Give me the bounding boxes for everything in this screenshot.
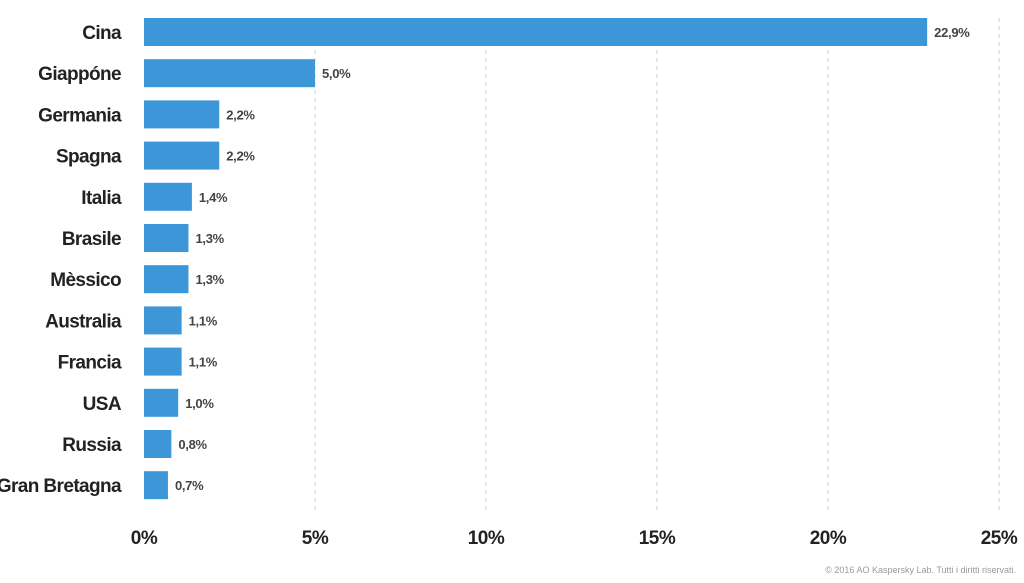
value-labels: 22,9% 5,0% 2,2% 2,2% 1,4% 1,3% 1,3% 1,1% 1,1% 1,0… [175,25,971,493]
value-label: 2,2% [226,149,255,164]
category-label: Spagna [56,147,122,168]
category-label: Mèssico [50,270,121,291]
x-tick-label: 20% [810,528,847,549]
bar [144,265,189,294]
bar [144,141,220,170]
x-tick-label: 10% [468,528,505,549]
value-label: 1,3% [195,231,224,246]
category-label: Germania [38,105,122,126]
x-tick-label: 5% [302,528,329,549]
bar [144,430,172,458]
category-label: Australia [45,311,122,332]
category-label: Italia [81,188,122,209]
gridlines [314,18,1000,512]
x-axis-ticks: 0% 5% 10% 15% 20% 25% [131,528,1019,549]
category-label: Francia [58,353,122,374]
category-label: USA [83,394,122,415]
bar [144,306,182,335]
category-label: Giappóne [38,64,121,85]
category-labels: Cina Giappóne Germania Spagna Italia Brasile M… [0,23,123,497]
value-label: 22,9% [934,25,970,40]
bar [144,18,928,46]
x-tick-label: 0% [131,528,158,549]
copyright-notice: © 2016 AO Kaspersky Lab. Tutti i diritti… [825,565,1016,575]
value-label: 1,1% [189,355,218,370]
category-label: Gran Bretagna [0,476,122,497]
value-label: 0,8% [178,437,207,452]
bars [144,18,928,500]
value-label: 2,2% [226,107,255,122]
bar [144,388,179,417]
value-label: 0,7% [175,478,204,493]
value-label: 1,1% [189,313,218,328]
value-label: 1,3% [195,272,224,287]
bar [144,59,315,88]
value-label: 5,0% [322,66,351,81]
value-label: 1,0% [185,396,214,411]
category-label: Cina [82,23,122,44]
x-tick-label: 15% [639,528,676,549]
bar [144,471,168,500]
value-label: 1,4% [199,190,228,205]
x-tick-label: 25% [981,528,1018,549]
bar [144,100,220,129]
category-label: Brasile [62,229,121,250]
category-label: Russia [62,435,122,456]
bar [144,182,192,211]
bar [144,347,182,376]
bar [144,224,189,252]
